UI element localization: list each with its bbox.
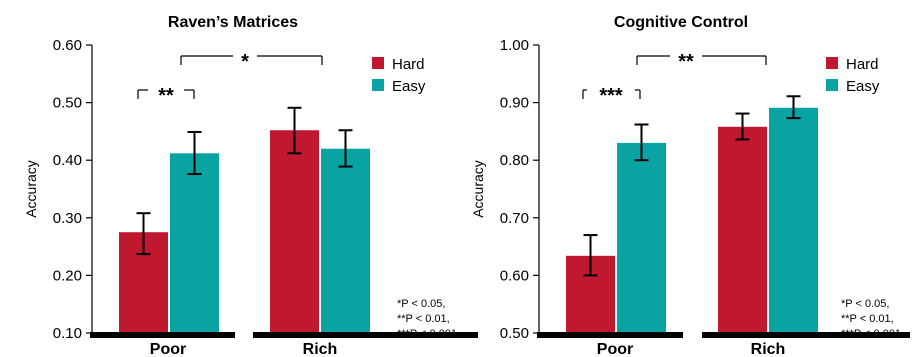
y-tick-label: 0.50: [53, 95, 82, 112]
significance-label: *: [241, 51, 249, 73]
significance-note: *P < 0.05,: [397, 298, 445, 310]
y-axis-label: Accuracy: [23, 160, 39, 218]
y-axis-label: Accuracy: [470, 160, 486, 218]
significance-label: ***: [599, 85, 623, 107]
y-tick-label: 0.20: [53, 267, 82, 284]
significance-note: **P < 0.01,: [841, 313, 894, 325]
y-tick-label: 0.50: [500, 325, 529, 342]
significance-label: **: [158, 85, 174, 107]
y-tick-label: 0.40: [53, 152, 82, 169]
category-label: Rich: [303, 341, 338, 357]
chart-title: Raven’s Matrices: [168, 14, 298, 31]
bar-easy-poor: [617, 142, 666, 333]
legend-label: Hard: [846, 56, 879, 73]
y-tick-label: 0.60: [500, 267, 529, 284]
legend-swatch: [372, 57, 384, 69]
significance-label: **: [678, 51, 694, 73]
chart-panel-1: Cognitive Control 0.50 0.60 0.70 0.80 0.90 1.0…: [470, 14, 910, 357]
legend-swatch: [826, 79, 838, 91]
chart-panel-0: Raven’s Matrices 0.10 0.20 0.30 0.40 0.50 0.60…: [23, 14, 478, 357]
category-label: Poor: [150, 341, 186, 357]
legend-label: Easy: [392, 78, 426, 95]
category-label: Poor: [597, 341, 633, 357]
legend-swatch: [372, 79, 384, 91]
y-tick-label: 0.60: [53, 37, 82, 54]
legend-swatch: [826, 57, 838, 69]
legend-label: Easy: [846, 78, 880, 95]
bar-easy-rich: [769, 107, 818, 333]
chart-title: Cognitive Control: [614, 14, 748, 31]
y-tick-label: 1.00: [500, 37, 529, 54]
y-tick-label: 0.90: [500, 95, 529, 112]
category-label: Rich: [751, 341, 786, 357]
significance-note: ***P < 0.001: [841, 328, 901, 340]
bar-hard-rich: [718, 126, 767, 334]
y-tick-label: 0.70: [500, 210, 529, 227]
significance-note: *P < 0.05,: [841, 298, 889, 310]
legend-label: Hard: [392, 56, 425, 73]
y-tick-label: 0.10: [53, 325, 82, 342]
y-tick-label: 0.30: [53, 210, 82, 227]
y-tick-label: 0.80: [500, 152, 529, 169]
bar-easy-rich: [321, 148, 370, 333]
bar-easy-poor: [170, 153, 219, 333]
significance-note: ***P < 0.001: [397, 328, 457, 340]
significance-note: **P < 0.01,: [397, 313, 450, 325]
bar-hard-rich: [270, 130, 319, 333]
